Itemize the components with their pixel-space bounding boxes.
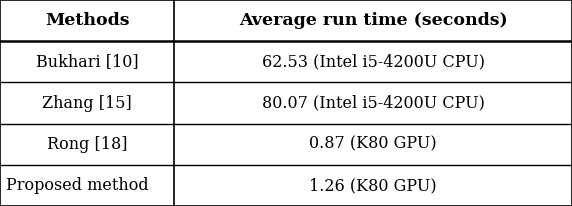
Text: Proposed method: Proposed method [6,177,148,194]
Text: Rong [18]: Rong [18] [47,136,128,153]
Text: Bukhari [10]: Bukhari [10] [36,53,138,70]
Text: Methods: Methods [45,12,129,29]
Text: 62.53 (Intel i5-4200U CPU): 62.53 (Intel i5-4200U CPU) [262,53,484,70]
Text: 1.26 (K80 GPU): 1.26 (K80 GPU) [309,177,437,194]
Text: 0.87 (K80 GPU): 0.87 (K80 GPU) [309,136,437,153]
Text: Average run time (seconds): Average run time (seconds) [239,12,507,29]
Text: Zhang [15]: Zhang [15] [42,95,132,111]
Text: 80.07 (Intel i5-4200U CPU): 80.07 (Intel i5-4200U CPU) [262,95,484,111]
